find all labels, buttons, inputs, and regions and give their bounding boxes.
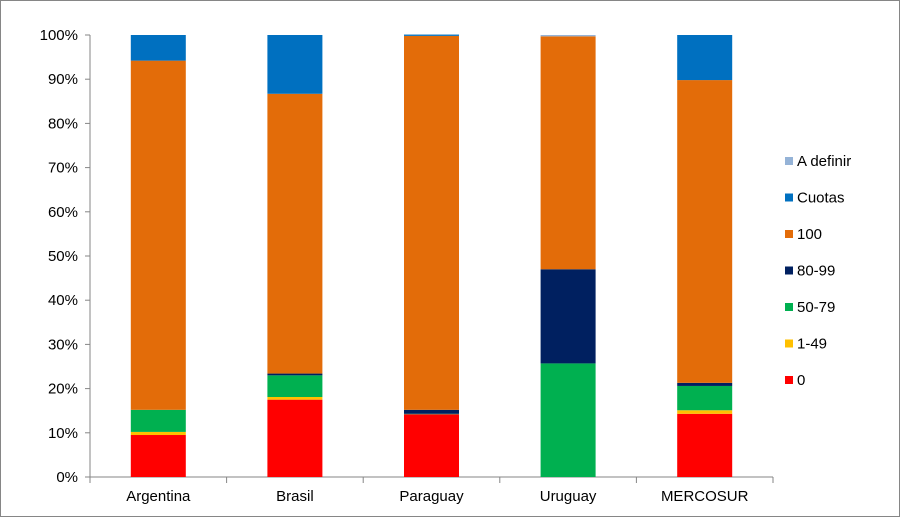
bar-segment: [267, 373, 323, 376]
y-tick-label: 50%: [48, 248, 78, 265]
y-tick-label: 100%: [40, 27, 78, 44]
bar-segment: [540, 269, 596, 364]
legend-swatch: [785, 230, 793, 238]
bars: [130, 34, 733, 477]
x-tick-label: Uruguay: [540, 488, 597, 505]
y-tick-label: 90%: [48, 71, 78, 88]
legend-label: A definir: [797, 153, 851, 170]
y-tick-label: 70%: [48, 160, 78, 177]
bar-segment: [677, 410, 733, 414]
x-tick-label: Paraguay: [399, 488, 464, 505]
legend-swatch: [785, 266, 793, 275]
bar-segment: [677, 80, 733, 383]
legend-label: Cuotas: [797, 190, 845, 207]
bar-segment: [404, 34, 459, 36]
y-tick-label: 30%: [48, 336, 78, 353]
bar-segment: [677, 382, 733, 386]
bar-segment: [267, 375, 323, 397]
bar-segment: [404, 414, 459, 477]
bar-segment: [677, 35, 733, 81]
y-tick-label: 10%: [48, 425, 78, 442]
y-tick-label: 40%: [48, 292, 78, 309]
y-tick-label: 20%: [48, 381, 78, 398]
x-tick-label: Brasil: [276, 488, 314, 505]
x-tick-label: Argentina: [126, 488, 191, 505]
bar-segment: [677, 385, 733, 411]
y-tick-label: 60%: [48, 204, 78, 221]
x-tick-label: MERCOSUR: [661, 488, 749, 505]
legend-label: 0: [797, 372, 805, 389]
bar-segment: [130, 35, 186, 61]
bar-segment: [267, 396, 323, 400]
legend-swatch: [785, 376, 793, 384]
bar-segment: [540, 35, 596, 37]
legend-label: 100: [797, 226, 822, 243]
legend-swatch: [785, 303, 793, 311]
bar-segment: [677, 413, 733, 477]
bar-segment: [404, 409, 459, 414]
bar-segment: [540, 363, 596, 477]
legend-label: 50-79: [797, 299, 835, 316]
bar-segment: [130, 431, 186, 436]
bar-segment: [267, 399, 323, 477]
y-tick-label: 80%: [48, 115, 78, 132]
bar-segment: [267, 93, 323, 374]
legend-label: 80-99: [797, 263, 835, 280]
bar-segment: [404, 35, 459, 410]
bar-segment: [130, 409, 186, 432]
tick-labels: 0% 10% 20% 30% 40% 50% 60% 70% 80% 90% 100% Argenti…: [40, 27, 749, 505]
y-tick-label: 0%: [56, 469, 78, 486]
bar-segment: [130, 435, 186, 477]
bar-segment: [267, 35, 323, 94]
legend-swatch: [785, 193, 793, 202]
bar-segment: [540, 36, 596, 270]
legend-label: 1-49: [797, 336, 827, 353]
bar-segment: [130, 60, 186, 410]
legend: A definir Cuotas 100 80-99 50-79 1-49 0: [785, 153, 851, 389]
legend-swatch: [785, 339, 793, 348]
legend-swatch: [785, 157, 793, 165]
